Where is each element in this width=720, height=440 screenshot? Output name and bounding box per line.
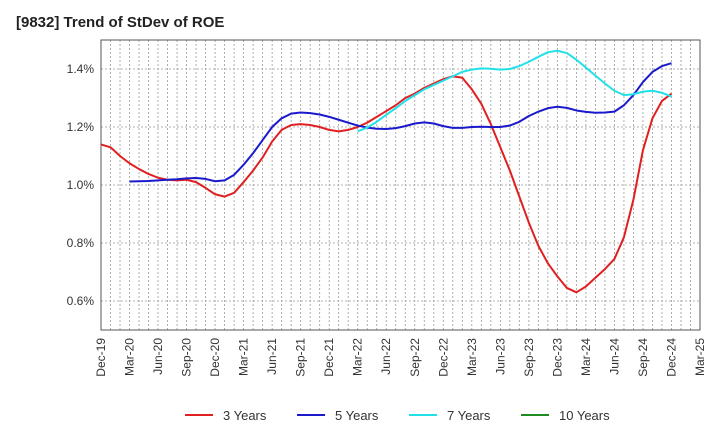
legend-label-3-years: 3 Years (223, 408, 267, 423)
y-tick-label: 0.8% (67, 236, 95, 250)
x-tick-label: Mar-20 (123, 338, 137, 376)
x-tick-label: Dec-19 (94, 338, 108, 377)
legend: 3 Years 5 Years 7 Years 10 Years (185, 408, 610, 423)
x-tick-label: Mar-24 (579, 338, 593, 376)
x-tick-label: Sep-21 (294, 338, 308, 377)
x-tick-label: Dec-21 (322, 338, 336, 377)
series-layer (100, 49, 673, 294)
x-tick-label: Dec-20 (208, 338, 222, 377)
x-tick-label: Jun-21 (265, 338, 279, 375)
y-tick-label: 1.2% (67, 120, 95, 134)
legend-label-7-years: 7 Years (447, 408, 491, 423)
axes: 0.6% 0.8% 1.0% 1.2% 1.4% Dec-19 Mar-20 Jun-20 Se… (67, 39, 707, 377)
grid-layer (101, 40, 700, 330)
x-tick-label: Jun-24 (607, 338, 621, 375)
chart-title: [9832] Trend of StDev of ROE (16, 14, 225, 31)
plot-frame (100, 39, 701, 331)
x-tick-label: Dec-23 (550, 338, 564, 377)
x-tick-label: Sep-24 (636, 338, 650, 377)
legend-label-10-years: 10 Years (559, 408, 610, 423)
y-tick-label: 0.6% (67, 294, 95, 308)
x-tick-label: Jun-22 (379, 338, 393, 375)
x-tick-label: Mar-21 (237, 338, 251, 376)
y-tick-label: 1.4% (67, 62, 95, 76)
x-tick-label: Mar-25 (693, 338, 707, 376)
x-tick-label: Mar-22 (351, 338, 365, 376)
legend-label-5-years: 5 Years (335, 408, 379, 423)
series-line-3-years (100, 75, 673, 294)
x-tick-label: Dec-24 (664, 338, 678, 377)
x-tick-label: Sep-22 (408, 338, 422, 377)
x-tick-label: Jun-23 (493, 338, 507, 375)
x-tick-label: Sep-20 (180, 338, 194, 377)
x-tick-label: Dec-22 (436, 338, 450, 377)
x-tick-label: Jun-20 (151, 338, 165, 375)
x-tick-label: Sep-23 (522, 338, 536, 377)
x-tick-label: Mar-23 (465, 338, 479, 376)
series-line-7-years (357, 49, 672, 133)
y-tick-label: 1.0% (67, 178, 95, 192)
series-line-5-years (129, 62, 672, 183)
